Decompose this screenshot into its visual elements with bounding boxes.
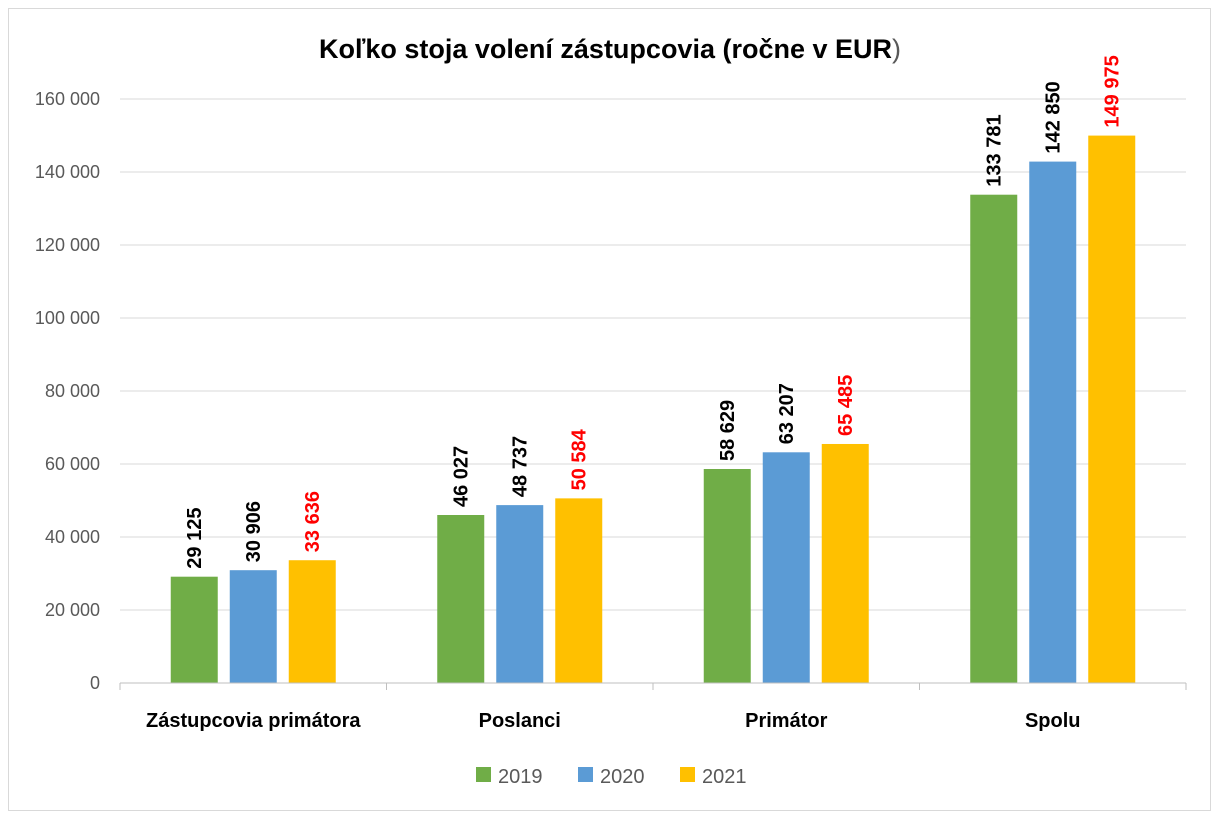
data-label: 46 027 <box>451 446 473 507</box>
data-label: 149 975 <box>1102 55 1124 127</box>
data-label: 58 629 <box>717 400 739 461</box>
legend-swatch-2019 <box>476 767 491 782</box>
bar-2021 <box>821 443 869 683</box>
x-category-label: Primátor <box>745 710 827 732</box>
y-axis: 0 20 000 40 000 60 000 80 000 100 000 120 000 1… <box>35 89 100 693</box>
y-tick-label: 140 000 <box>35 162 100 182</box>
chart-title-tail: ) <box>892 34 901 64</box>
bar-2021 <box>1088 135 1136 683</box>
data-label: 30 906 <box>243 501 265 562</box>
chart-title: Koľko stoja volení zástupcovia (ročne v … <box>319 34 901 64</box>
y-tick-label: 20 000 <box>45 600 100 620</box>
legend-label: 2019 <box>498 766 543 788</box>
legend-swatch-2021 <box>680 767 695 782</box>
data-label: 29 125 <box>184 508 206 569</box>
data-label: 50 584 <box>569 428 591 490</box>
bar-2021 <box>555 498 603 683</box>
bar-2019 <box>703 469 751 683</box>
bar-2021 <box>288 560 336 683</box>
bar-2020 <box>229 570 277 683</box>
x-category-label: Spolu <box>1025 710 1081 732</box>
data-label: 65 485 <box>835 375 857 436</box>
y-tick-label: 0 <box>90 673 100 693</box>
bar-2020 <box>762 452 810 683</box>
legend-label: 2021 <box>702 766 747 788</box>
bar-2020 <box>496 505 544 683</box>
bar-2019 <box>170 576 218 683</box>
bar-2019 <box>970 194 1018 684</box>
data-label: 48 737 <box>510 436 532 497</box>
data-label: 63 207 <box>776 383 798 444</box>
legend-swatch-2020 <box>578 767 593 782</box>
bar-2020 <box>1029 161 1077 683</box>
y-tick-label: 60 000 <box>45 454 100 474</box>
chart-title-main: Koľko stoja volení zástupcovia (ročne v … <box>319 34 892 64</box>
x-category-label: Poslanci <box>479 710 561 732</box>
y-tick-label: 40 000 <box>45 527 100 547</box>
x-axis: Zástupcovia primátora Poslanci Primátor Spo… <box>119 682 1187 732</box>
y-tick-label: 80 000 <box>45 381 100 401</box>
legend: 2019 2020 2021 <box>476 766 747 788</box>
y-tick-label: 160 000 <box>35 89 100 109</box>
data-label: 142 850 <box>1043 81 1065 153</box>
bars: 29 125 46 027 58 629 133 781 30 906 48 737 63 … <box>170 55 1136 684</box>
data-label: 33 636 <box>302 491 324 552</box>
bar-2019 <box>437 515 485 683</box>
y-tick-label: 100 000 <box>35 308 100 328</box>
data-label: 133 781 <box>984 114 1006 186</box>
x-category-label: Zástupcovia primátora <box>146 710 361 732</box>
gridlines <box>120 98 1186 611</box>
y-tick-label: 120 000 <box>35 235 100 255</box>
legend-label: 2020 <box>600 766 645 788</box>
